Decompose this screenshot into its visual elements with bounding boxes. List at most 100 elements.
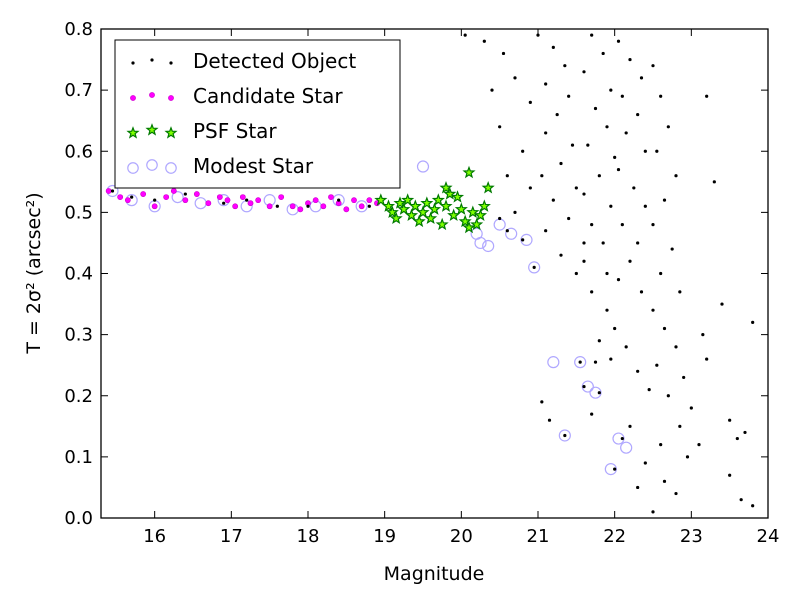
detected-object-point-89 [685,455,690,459]
detected-object-point-43 [609,88,613,92]
detected-object-point-94 [701,333,705,337]
detected-object-point-93 [705,357,709,361]
detected-object-point-23 [528,186,532,190]
x-tick-label-3: 19 [373,526,396,547]
modest-star-point-3 [171,190,184,204]
candidate-star-point-13 [239,194,246,200]
psf-star-point-2 [385,205,399,218]
detected-object-point-64 [643,204,647,208]
detected-object-point-48 [597,174,601,178]
legend-symbol-1-2 [168,95,174,101]
detected-object-point-42 [582,70,586,74]
detected-object-point-96 [735,436,739,441]
y-tick-label-7: 0.7 [64,80,93,101]
detected-object-point-84 [682,375,686,380]
psf-star-point-14 [431,193,445,206]
psf-star-point-12 [424,211,438,225]
x-tick-label-7: 23 [680,526,703,547]
modest-star-point-14 [474,236,487,250]
detected-object-point-19 [528,100,532,104]
detected-object-point-31 [544,131,548,135]
detected-object-point-34 [540,174,544,178]
legend-symbol-2-0 [126,126,140,139]
legend-symbol-0-2 [169,61,173,65]
detected-object-point-22 [505,174,509,178]
detected-object-point-107 [659,443,663,447]
y-tick-label-3: 0.3 [64,325,93,346]
candidate-star-point-28 [366,197,373,204]
psf-star-point-4 [393,196,407,209]
modest-star-point-25 [612,432,625,445]
modest-star-point-23 [589,386,602,399]
detected-object-point-68 [616,278,621,282]
detected-object-point-122 [605,308,609,312]
legend-symbol-0-0 [131,61,135,65]
psf-star-point-28 [462,165,476,179]
detected-object-point-51 [590,223,594,227]
legend-symbol-1-0 [130,95,136,101]
detected-object-point-59 [636,112,640,117]
detected-object-point-30 [555,112,559,117]
candidate-star-point-11 [224,197,231,204]
detected-object-point-46 [586,143,590,147]
detected-object-point-91 [712,180,716,184]
modest-star-point-12 [416,160,430,173]
detected-object-point-27 [563,64,567,68]
detected-object-point-54 [605,271,609,276]
detected-object-point-21 [521,149,525,153]
detected-object-point-77 [670,247,674,251]
detected-object-point-99 [739,498,743,502]
detected-object-point-1 [130,195,134,199]
detected-object-point-55 [616,39,621,43]
detected-object-point-26 [551,45,555,49]
detected-object-point-114 [563,433,567,438]
detected-object-point-38 [544,229,548,233]
detected-object-point-53 [582,259,586,263]
detected-object-point-29 [567,94,571,98]
candidate-star-point-16 [266,203,273,210]
legend-box [114,39,401,189]
detected-object-point-66 [636,241,640,245]
psf-star-point-0 [374,193,388,206]
detected-object-point-79 [678,290,682,294]
legend-label-candidate: Candidate Star [193,84,343,108]
detected-object-point-78 [659,271,663,276]
x-tick-label-4: 20 [450,526,473,547]
detected-object-point-120 [574,271,578,276]
detected-object-point-11 [505,229,509,233]
candidate-star-point-21 [312,197,319,204]
detected-object-point-60 [624,131,628,135]
detected-object-point-36 [551,198,555,202]
candidate-star-point-7 [182,197,189,204]
candidate-star-point-8 [193,191,200,197]
legend-label-modest: Modest Star [193,154,314,178]
detected-object-point-7 [306,204,310,208]
candidate-star-point-19 [297,206,304,213]
detected-object-point-47 [613,155,617,159]
psf-star-point-17 [443,187,457,200]
detected-object-point-98 [728,473,732,477]
detected-object-point-63 [632,186,636,190]
candidate-star-point-27 [358,203,365,210]
detected-object-point-82 [674,345,678,349]
psf-star-point-26 [477,199,491,212]
detected-object-point-101 [751,320,755,324]
detected-object-point-117 [582,384,586,389]
legend-symbol-3-0 [127,162,139,174]
legend-symbol-3-1 [146,159,158,171]
y-tick-label-5: 0.5 [64,202,93,223]
detected-object-point-111 [590,412,594,416]
detected-object-point-112 [620,436,624,441]
detected-object-point-116 [547,418,552,422]
detected-object-point-74 [674,174,678,178]
detected-object-point-118 [597,391,601,395]
psf-star-point-11 [420,196,434,209]
candidate-star-point-18 [289,203,296,210]
psf-star-point-24 [470,217,484,231]
candidate-star-point-0 [105,188,112,194]
x-axis-label: Magnitude [384,563,485,585]
detected-object-point-88 [697,443,701,447]
modest-star-point-24 [558,429,571,442]
candidate-star-point-23 [328,194,334,200]
